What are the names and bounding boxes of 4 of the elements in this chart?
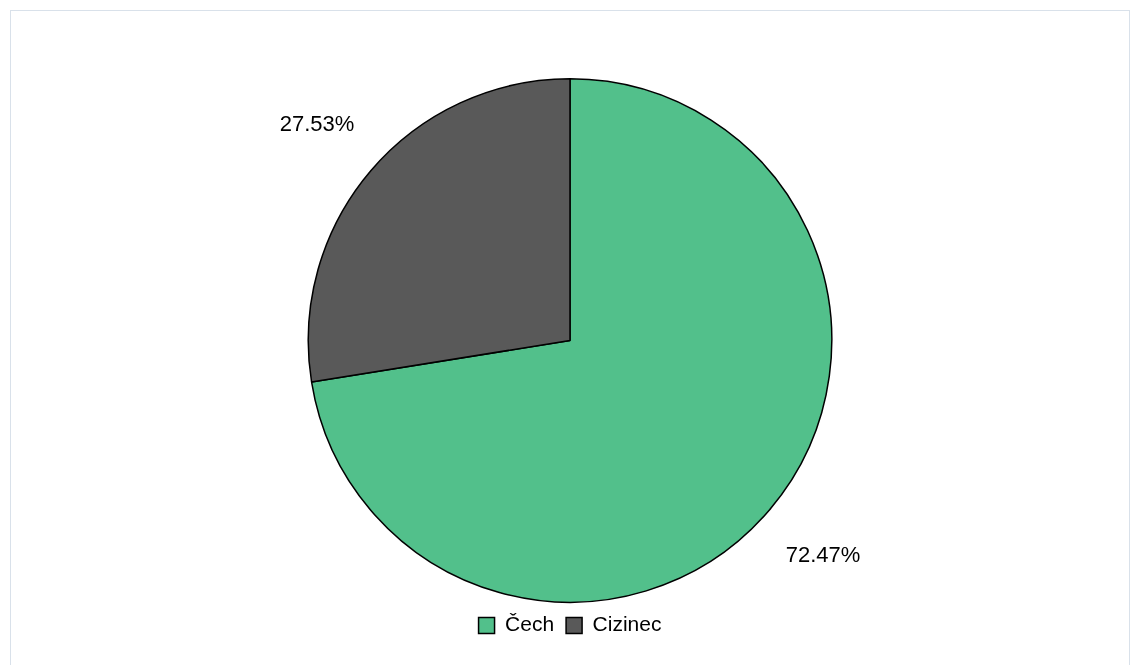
data-label: 27.53%	[279, 110, 355, 136]
legend-label: Cizinec	[592, 612, 662, 636]
data-label: 72.47%	[785, 542, 861, 568]
legend-label: Čech	[505, 612, 555, 636]
